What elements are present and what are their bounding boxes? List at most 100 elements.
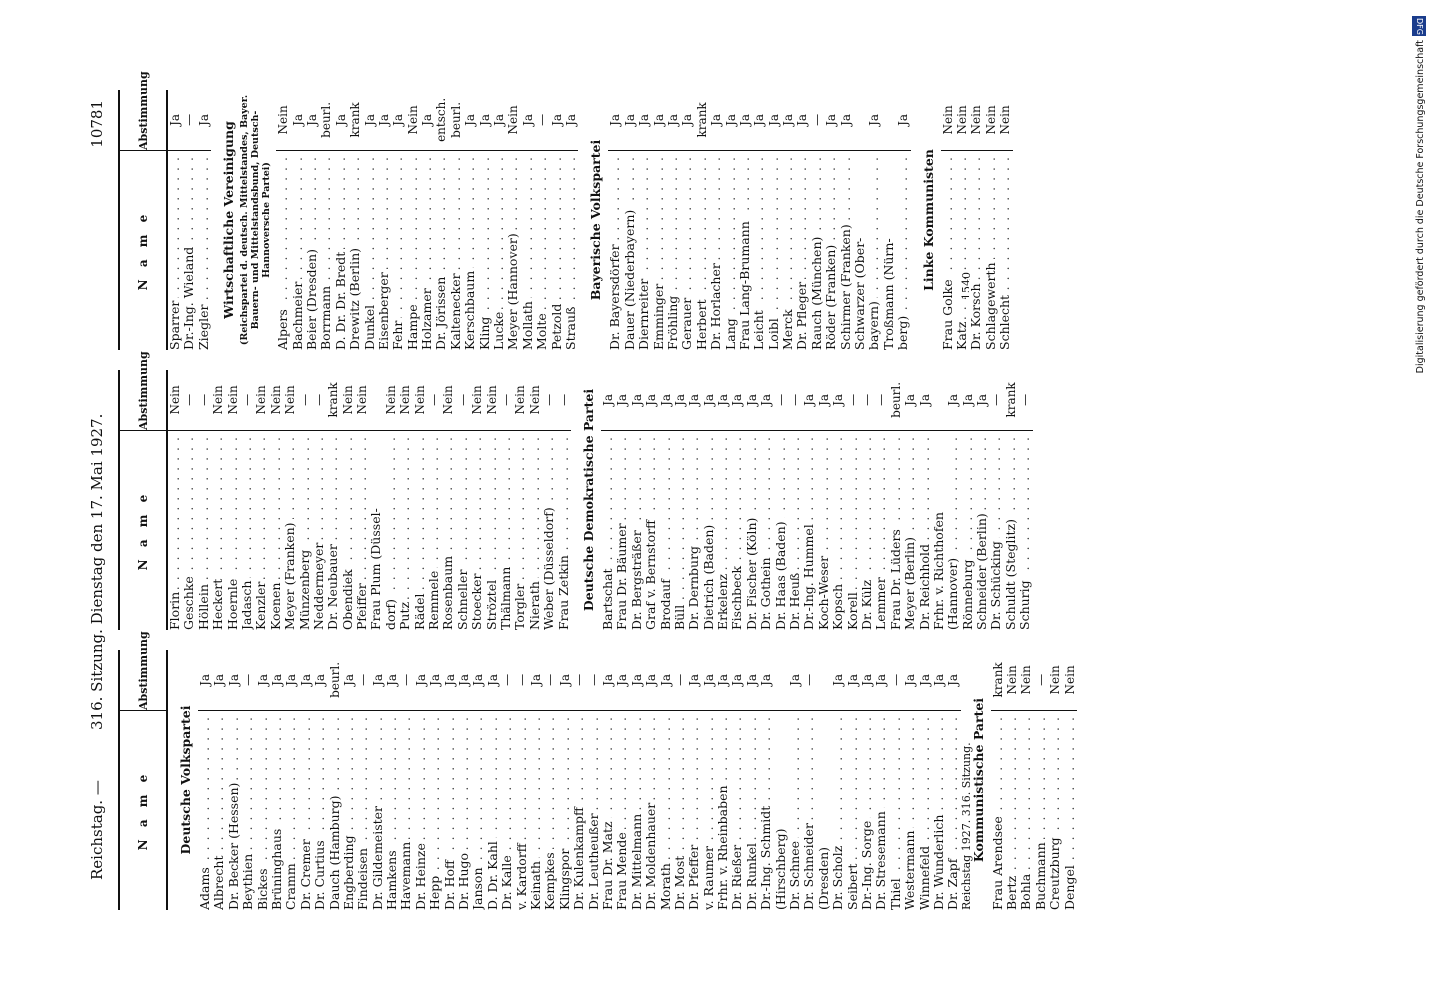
vote-row: Beythien — <box>241 650 256 910</box>
vote-value: Ja <box>290 113 305 126</box>
vote-row: Heckert Nein <box>211 370 226 630</box>
vote-row: Dr. Heinze Ja <box>413 650 429 910</box>
member-name: Schirmer (Franken) <box>838 221 853 350</box>
vote-row: Seibert Ja <box>845 650 860 910</box>
column-header-vote: Abstimmung <box>136 71 150 150</box>
member-name-cell: Koch-Weser <box>816 429 832 630</box>
vote-value: Nein <box>441 385 456 415</box>
vote-value: — <box>196 393 211 406</box>
vote-row: Petzold Ja <box>549 90 564 350</box>
vote-row: Kempkes — <box>543 650 558 910</box>
member-name: Rosenbaum <box>441 552 456 630</box>
vote-row: Klingspor Ja <box>557 650 573 910</box>
member-name: Westermann <box>903 827 918 910</box>
member-name: Dr. Runkel <box>744 839 759 910</box>
member-name: Dr. Heinze <box>413 840 428 910</box>
member-name: Neddermeyer <box>311 539 326 630</box>
member-name: Erkelenz <box>716 570 731 630</box>
vote-value: Ja <box>788 673 803 686</box>
vote-row: Dr. Stresemann Ja <box>874 650 889 910</box>
member-name-cell: dorf) <box>383 429 399 630</box>
member-name: Diernreiter <box>637 275 652 350</box>
member-name-cell: Ströztel <box>484 429 499 630</box>
vote-value <box>817 650 831 710</box>
member-name-cell: Obendiek <box>340 429 356 630</box>
member-name-cell: Frau Arendsee <box>990 709 1006 910</box>
vote-value: Nein <box>506 105 521 135</box>
member-name-cell: D. Dr. Dr. Bredt <box>333 149 349 350</box>
vote-value: Ja <box>622 113 637 126</box>
member-name: Dauch (Hamburg) <box>327 792 342 910</box>
member-name: Dr. Horlacher <box>709 260 724 350</box>
member-name-cell: Frau Lang-Brumann <box>737 149 753 350</box>
member-name: Dr.-Ing. Hummel <box>802 521 817 630</box>
member-name: Bachmeier <box>290 278 305 350</box>
vote-value: Ja <box>687 393 702 406</box>
vote-row: Dr. Wunderlich Ja <box>931 650 947 910</box>
vote-value: Ja <box>903 393 918 406</box>
member-name-cell: Dr. Jörissen <box>434 149 449 350</box>
member-name-cell: Borrmann <box>319 149 334 350</box>
member-name: Janson <box>471 864 486 910</box>
member-name-cell: Dr. Dernburg <box>687 429 702 630</box>
member-name-cell: (Hannover) <box>946 429 961 630</box>
member-name-cell: Frau Zetkin <box>556 429 571 630</box>
member-name-cell: Ziegler <box>196 149 212 350</box>
member-name-cell: Beier (Dresden) <box>304 149 320 350</box>
member-name: Gerauer <box>680 294 695 350</box>
member-name: Dr. Schücking <box>989 538 1004 630</box>
member-name: Dr. Kulenkampff <box>572 804 587 910</box>
member-name-cell: Dr. Bergsträßer <box>629 429 645 630</box>
vote-row: D. Dr. Kahl Ja <box>485 650 501 910</box>
vote-row: (Hannover) Ja <box>946 370 961 630</box>
member-name-cell: Dr. Curtius <box>313 709 328 910</box>
member-name-cell: Lemmer <box>874 429 889 630</box>
member-name-cell: Dr. Most <box>672 709 688 910</box>
member-name-cell: Mollath <box>520 149 536 350</box>
vote-row: Stoecker Nein <box>470 370 485 630</box>
vote-value: Ja <box>680 113 695 126</box>
member-name: berg) <box>896 312 911 350</box>
member-name-cell: Dr. Rießer <box>730 709 745 910</box>
vote-value: Nein <box>225 385 240 415</box>
member-name: Lang <box>723 315 738 350</box>
member-name-cell: Dr. Bayersdörfer <box>608 149 623 350</box>
column-header: N a m e Abstimmung <box>118 71 168 350</box>
vote-row: Westermann Ja <box>903 650 918 910</box>
vote-value: — <box>543 673 558 686</box>
member-name: Hampe <box>405 301 420 350</box>
vote-row: Höllein — <box>196 370 212 630</box>
member-name-cell: v. Kardorff <box>514 709 529 910</box>
member-name: Dauer (Niederbayern) <box>622 206 637 350</box>
vote-value: Ja <box>341 673 356 686</box>
member-name: Keinath <box>528 858 543 910</box>
member-name: Jadasch <box>239 577 254 630</box>
vote-row: dorf) Nein <box>383 370 399 630</box>
member-name: Ziegler <box>196 301 211 350</box>
vote-value: Ja <box>946 673 961 686</box>
member-name-cell: Weber (Düsseldorf) <box>542 429 557 630</box>
vote-row: Dr. Gothein Ja <box>759 370 774 630</box>
member-name-cell: Molte <box>535 149 550 350</box>
vote-value: Nein <box>168 385 182 415</box>
column-header-vote: Abstimmung <box>136 631 150 710</box>
vote-row: Hepp Ja <box>428 650 443 910</box>
vote-row: Büll Ja <box>672 370 688 630</box>
member-name-cell: Frhr. v. Richthofen <box>931 429 947 630</box>
vote-row: Lang Ja <box>723 90 738 350</box>
vote-value: Ja <box>795 113 810 126</box>
vote-row: Brodauf Ja <box>658 370 673 630</box>
member-name-cell: Frau Golke <box>940 149 955 350</box>
member-name-cell: Dr. Schneider <box>802 709 817 910</box>
vote-row: Frau Dr. Lüders beurl. <box>888 370 904 630</box>
vote-row: Dr. Dernburg Ja <box>687 370 702 630</box>
vote-row: (Dresden) <box>816 650 832 910</box>
member-name-cell: Koenen <box>268 429 284 630</box>
member-name-cell: Remmele <box>427 429 442 630</box>
member-name: Leicht <box>752 307 767 350</box>
member-name: Meyer (Franken) <box>283 519 298 630</box>
member-name-cell: berg) <box>896 149 911 350</box>
member-name-cell: Schneller <box>455 429 471 630</box>
vote-row: Borrmann beurl. <box>319 90 334 350</box>
member-name: Troßmann (Nürn- <box>881 235 896 350</box>
